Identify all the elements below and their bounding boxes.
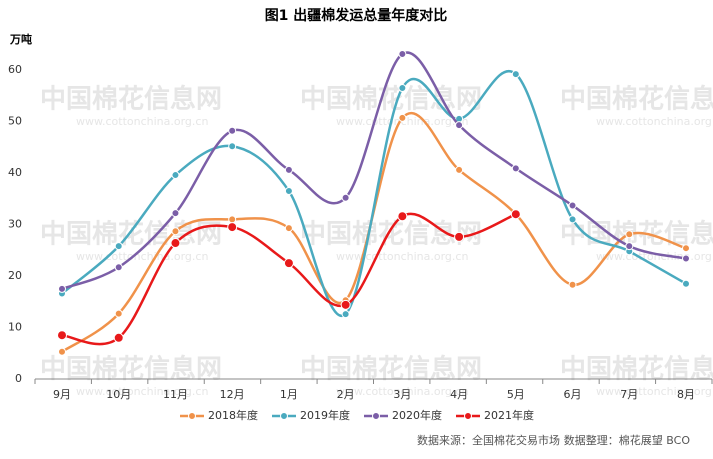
legend-label: 2018年度 <box>208 408 258 422</box>
point <box>341 310 350 319</box>
watermark: 中国棉花信息网 <box>40 84 222 115</box>
point <box>227 222 238 233</box>
x-tick-label: 8月 <box>677 388 695 401</box>
point <box>398 84 407 93</box>
point <box>340 299 351 310</box>
y-tick-label: 20 <box>8 269 22 282</box>
watermark-url: www.cottonchina.org.cn <box>596 250 713 263</box>
point <box>454 231 465 242</box>
x-tick-label: 2月 <box>337 388 355 401</box>
watermark: 中国棉花信息网 <box>300 84 482 115</box>
watermark-url: www.cottonchina.org.cn <box>76 250 208 263</box>
watermark: 中国棉花信息网 <box>40 354 222 385</box>
x-tick-label: 4月 <box>450 388 468 401</box>
x-tick-label: 5月 <box>507 388 525 401</box>
point <box>397 211 408 222</box>
point <box>113 332 124 343</box>
watermark: 中国棉花信息网 <box>40 219 222 250</box>
point <box>398 50 407 59</box>
x-tick-label: 1月 <box>280 388 298 401</box>
x-tick-label: 6月 <box>564 388 582 401</box>
y-tick-label: 30 <box>8 218 22 231</box>
legend-marker <box>280 412 288 420</box>
chart-title: 图1 出疆棉发运总量年度对比 <box>265 7 448 24</box>
point <box>171 227 180 236</box>
point <box>114 309 123 318</box>
source: 数据来源：全国棉花交易市场 <box>417 433 560 447</box>
watermark: 中国棉花信息网 <box>300 219 482 250</box>
legend-marker <box>372 412 380 420</box>
point <box>283 258 294 269</box>
y-tick-label: 0 <box>15 372 22 385</box>
point <box>625 242 634 251</box>
point <box>510 209 521 220</box>
point <box>398 113 407 122</box>
watermark-url: www.cottonchina.org.cn <box>76 115 208 128</box>
point <box>114 242 123 251</box>
y-axis-label: 万吨 <box>9 32 32 46</box>
watermark: 中国棉花信息网 <box>300 354 482 385</box>
legend-label: 2020年度 <box>392 408 442 422</box>
point <box>568 201 577 210</box>
watermark: 中国棉花信息网 <box>560 354 713 385</box>
point <box>511 70 520 79</box>
point <box>511 164 520 173</box>
x-tick-label: 3月 <box>393 388 411 401</box>
x-tick-label: 11月 <box>163 388 188 401</box>
y-tick-label: 50 <box>8 115 22 128</box>
watermark-url: www.cottonchina.org.cn <box>76 385 208 398</box>
point <box>114 263 123 272</box>
point <box>228 126 237 135</box>
point <box>568 215 577 224</box>
x-tick-label: 10月 <box>106 388 131 401</box>
point <box>625 230 634 239</box>
watermark-url: www.cottonchina.org.cn <box>596 385 713 398</box>
watermark-url: www.cottonchina.org.cn <box>596 115 713 128</box>
legend-label: 2021年度 <box>484 408 534 422</box>
y-tick-label: 60 <box>8 63 22 76</box>
point <box>57 330 67 341</box>
x-tick-label: 7月 <box>620 388 638 401</box>
point <box>170 238 181 249</box>
point <box>284 165 293 174</box>
point <box>58 347 66 356</box>
y-tick-label: 40 <box>8 166 22 179</box>
point <box>455 121 464 130</box>
compiled-by: 数据整理：棉花展望 BCO <box>564 433 691 447</box>
point <box>568 280 577 289</box>
point <box>58 284 66 293</box>
legend-label: 2019年度 <box>300 408 350 422</box>
x-tick-label: 9月 <box>53 388 71 401</box>
watermarks: 中国棉花信息网www.cottonchina.org.cn中国棉花信息网www.… <box>40 84 713 399</box>
watermark-url: www.cottonchina.org.cn <box>336 385 468 398</box>
legend-marker <box>188 412 196 420</box>
point <box>341 193 350 202</box>
point <box>171 171 180 180</box>
point <box>682 254 690 263</box>
watermark: 中国棉花信息网 <box>560 84 713 115</box>
point <box>284 224 293 233</box>
watermark-url: www.cottonchina.org.cn <box>336 250 468 263</box>
y-tick-label: 10 <box>8 321 22 334</box>
point <box>682 244 690 253</box>
point <box>171 209 180 218</box>
point <box>228 142 237 151</box>
point <box>284 187 293 196</box>
point <box>455 165 464 174</box>
x-tick-label: 12月 <box>220 388 245 401</box>
legend-marker <box>464 412 472 420</box>
point <box>682 279 690 288</box>
point <box>228 215 237 224</box>
